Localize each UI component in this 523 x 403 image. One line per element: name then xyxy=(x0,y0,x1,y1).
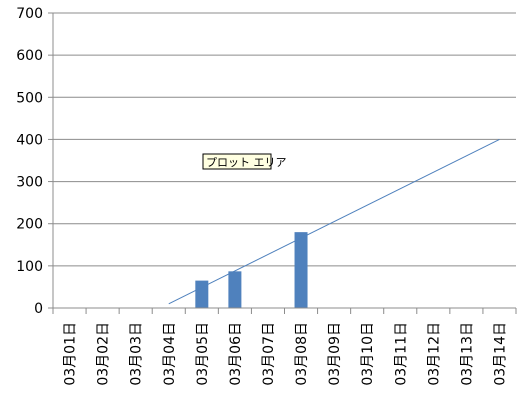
y-tick-label: 100 xyxy=(16,259,43,275)
x-tick-labels: 03月01日 03月02日 03月03日 03月04日 03月05日 03月06日 03月0… xyxy=(63,322,509,386)
y-tick-label: 500 xyxy=(16,90,43,106)
tooltip-box xyxy=(202,153,272,170)
x-tick-label: 03月11日 xyxy=(393,322,409,386)
y-tick-labels: 0 100 200 300 400 500 600 700 xyxy=(16,6,43,317)
x-tick-label: 03月02日 xyxy=(96,322,112,386)
x-tick-label: 03月08日 xyxy=(294,322,310,386)
tooltip-label: プロット エリア xyxy=(206,156,287,169)
trendline-layer xyxy=(168,138,500,305)
y-tick-label: 400 xyxy=(16,132,43,148)
x-tick-label: 03月03日 xyxy=(129,322,145,386)
x-tick-label: 03月06日 xyxy=(228,322,244,386)
x-tick-label: 03月07日 xyxy=(261,322,277,386)
x-tick-label: 03月13日 xyxy=(459,322,475,386)
axes xyxy=(52,13,517,314)
tooltip: プロット エリア xyxy=(202,153,287,170)
x-tick-label: 03月10日 xyxy=(360,322,376,386)
x-tick-label: 03月01日 xyxy=(63,322,79,386)
trendline xyxy=(168,138,500,305)
y-tick-label: 300 xyxy=(16,175,43,191)
y-tick-label: 600 xyxy=(16,48,43,64)
bars xyxy=(195,232,308,308)
gridlines xyxy=(48,12,516,309)
x-tick-label: 03月04日 xyxy=(162,322,178,386)
x-tick-label: 03月12日 xyxy=(426,322,442,386)
y-tick-label: 700 xyxy=(16,6,43,22)
x-tick-label: 03月05日 xyxy=(195,322,211,386)
bar xyxy=(195,280,209,308)
y-tick-label: 200 xyxy=(16,217,43,233)
x-tick-label: 03月14日 xyxy=(492,322,508,386)
bar xyxy=(294,232,308,308)
bar xyxy=(228,271,242,308)
y-tick-label: 0 xyxy=(34,301,43,317)
x-tick-label: 03月09日 xyxy=(327,322,343,386)
